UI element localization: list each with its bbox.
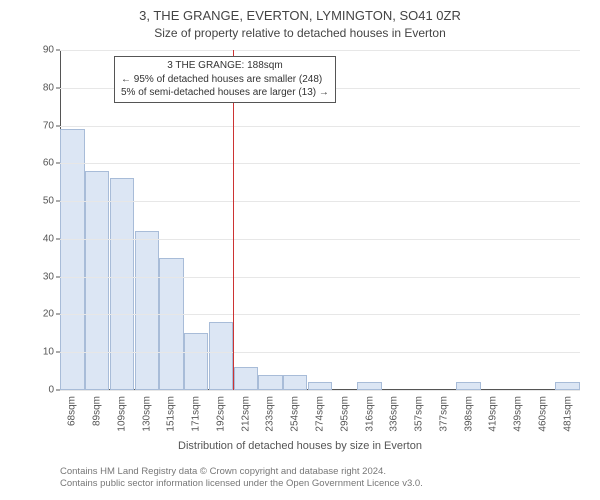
y-tick-label: 10	[43, 347, 54, 358]
y-tick-label: 90	[43, 45, 54, 56]
bar	[184, 333, 208, 390]
y-tick-mark	[56, 276, 60, 277]
y-tick-mark	[56, 352, 60, 353]
annotation-box: 3 THE GRANGE: 188sqm ← 95% of detached h…	[114, 56, 336, 103]
bar	[135, 231, 159, 390]
x-axis-label: Distribution of detached houses by size …	[0, 440, 600, 452]
bar	[258, 375, 282, 390]
x-tick-label: 295sqm	[339, 396, 350, 432]
x-tick-label: 89sqm	[92, 396, 103, 426]
x-tick-label: 377sqm	[438, 396, 449, 432]
bar	[209, 322, 233, 390]
x-tick-label: 212sqm	[240, 396, 251, 432]
x-tick-label: 171sqm	[191, 396, 202, 432]
bar	[85, 171, 109, 390]
x-tick-label: 109sqm	[116, 396, 127, 432]
gridline	[60, 126, 580, 127]
x-tick-label: 460sqm	[537, 396, 548, 432]
gridline	[60, 352, 580, 353]
y-tick-mark	[56, 87, 60, 88]
y-tick-mark	[56, 390, 60, 391]
x-tick-label: 316sqm	[364, 396, 375, 432]
gridline	[60, 163, 580, 164]
annotation-line3: 5% of semi-detached houses are larger (1…	[121, 86, 329, 100]
y-tick-label: 70	[43, 120, 54, 131]
gridline	[60, 390, 580, 391]
gridline	[60, 314, 580, 315]
gridline	[60, 50, 580, 51]
annotation-line2: ← 95% of detached houses are smaller (24…	[121, 73, 329, 87]
y-tick-label: 30	[43, 271, 54, 282]
x-tick-label: 192sqm	[215, 396, 226, 432]
bar	[234, 367, 258, 390]
x-tick-label: 233sqm	[265, 396, 276, 432]
x-tick-label: 398sqm	[463, 396, 474, 432]
y-tick-mark	[56, 125, 60, 126]
x-tick-label: 439sqm	[513, 396, 524, 432]
y-tick-label: 80	[43, 82, 54, 93]
bar	[60, 129, 84, 390]
chart-subtitle: Size of property relative to detached ho…	[0, 26, 600, 40]
gridline	[60, 239, 580, 240]
x-tick-label: 274sqm	[315, 396, 326, 432]
y-tick-label: 0	[48, 385, 54, 396]
y-tick-mark	[56, 50, 60, 51]
bar	[283, 375, 307, 390]
bar	[110, 178, 134, 390]
y-tick-label: 60	[43, 158, 54, 169]
bar	[456, 382, 480, 390]
y-tick-label: 40	[43, 233, 54, 244]
bar	[308, 382, 332, 390]
x-tick-label: 151sqm	[166, 396, 177, 432]
bar	[357, 382, 381, 390]
x-tick-label: 336sqm	[389, 396, 400, 432]
y-tick-label: 20	[43, 309, 54, 320]
plot-area: 0102030405060708090 3 THE GRANGE: 188sqm…	[60, 50, 580, 390]
y-tick-mark	[56, 314, 60, 315]
x-tick-label: 481sqm	[562, 396, 573, 432]
x-tick-label: 254sqm	[290, 396, 301, 432]
bar	[555, 382, 579, 390]
x-tick-label: 130sqm	[141, 396, 152, 432]
chart-title: 3, THE GRANGE, EVERTON, LYMINGTON, SO41 …	[0, 8, 600, 23]
x-tick-label: 68sqm	[67, 396, 78, 426]
annotation-line1: 3 THE GRANGE: 188sqm	[121, 59, 329, 73]
y-tick-mark	[56, 163, 60, 164]
y-tick-label: 50	[43, 196, 54, 207]
copyright-line2: Contains public sector information licen…	[60, 478, 423, 490]
copyright-line1: Contains HM Land Registry data © Crown c…	[60, 466, 423, 478]
gridline	[60, 201, 580, 202]
copyright-text: Contains HM Land Registry data © Crown c…	[60, 466, 423, 491]
y-tick-mark	[56, 201, 60, 202]
gridline	[60, 277, 580, 278]
x-tick-label: 357sqm	[414, 396, 425, 432]
y-tick-mark	[56, 238, 60, 239]
x-tick-label: 419sqm	[488, 396, 499, 432]
